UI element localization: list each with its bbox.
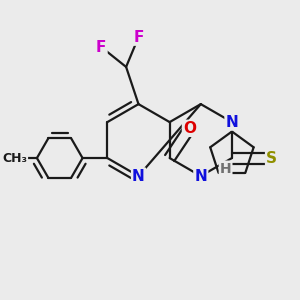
Text: H: H bbox=[220, 162, 231, 176]
Text: O: O bbox=[183, 121, 196, 136]
Text: N: N bbox=[194, 169, 207, 184]
Text: S: S bbox=[266, 151, 277, 166]
Text: CH₃: CH₃ bbox=[2, 152, 27, 165]
Text: N: N bbox=[132, 169, 145, 184]
Text: F: F bbox=[96, 40, 106, 55]
Text: N: N bbox=[226, 115, 238, 130]
Text: F: F bbox=[133, 30, 144, 45]
